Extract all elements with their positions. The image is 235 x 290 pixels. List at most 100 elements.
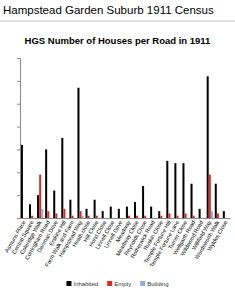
bar (66, 218, 68, 219)
y-tick-mark (17, 195, 20, 196)
y-tick-mark (17, 172, 20, 173)
bar (41, 209, 43, 218)
bar (55, 213, 57, 218)
y-tick (17, 81, 20, 82)
bar (63, 209, 65, 218)
bar (134, 202, 136, 218)
legend-item: Building (140, 281, 168, 287)
bar (154, 218, 156, 219)
bar (160, 216, 162, 218)
legend-swatch (107, 281, 112, 286)
legend-label: Inhabited (73, 281, 98, 287)
bar (112, 218, 114, 219)
heading-rule (0, 21, 235, 22)
page-heading: Hampstead Garden Suburb 1911 Census (3, 4, 214, 16)
series (31, 175, 219, 218)
bar (102, 211, 104, 218)
y-tick (17, 172, 20, 173)
y-tick (17, 58, 20, 59)
bar (211, 211, 213, 218)
series (21, 76, 225, 218)
bar (118, 209, 120, 218)
bar (128, 216, 130, 218)
bar (171, 218, 173, 219)
bar (104, 218, 106, 219)
bar (162, 218, 164, 219)
bars (21, 76, 225, 218)
y-tick-mark (17, 81, 20, 82)
bar (90, 218, 92, 219)
bar (142, 186, 144, 218)
bar (185, 213, 187, 218)
bar (53, 191, 55, 218)
y-tick (17, 127, 20, 128)
bar (80, 211, 82, 218)
bar (150, 207, 152, 218)
bar (215, 184, 217, 218)
bar (61, 138, 63, 218)
bar (98, 218, 100, 219)
legend-label: Building (147, 281, 168, 287)
bar (86, 209, 88, 218)
bar (191, 184, 193, 218)
bar (69, 200, 71, 218)
bar (209, 175, 211, 218)
bar (31, 216, 33, 218)
bar (207, 76, 209, 218)
bar (176, 216, 178, 218)
bar (71, 216, 73, 218)
bar (49, 218, 51, 219)
bar (227, 218, 229, 219)
bar (23, 218, 25, 219)
legend-item: Inhabited (66, 281, 98, 287)
bar (146, 218, 148, 219)
bar (126, 207, 128, 218)
y-tick-mark (17, 218, 20, 219)
bar (25, 218, 27, 219)
y-tick-mark (17, 104, 20, 105)
bar (217, 213, 219, 218)
legend: Inhabited Empty Building (66, 281, 168, 287)
legend-label: Empty (114, 281, 131, 287)
bar (166, 161, 168, 218)
x-tick: Wyldes Close (206, 219, 228, 252)
bar (88, 216, 90, 218)
bar (225, 218, 227, 219)
bar (47, 211, 49, 218)
bar (94, 200, 96, 218)
bar (193, 216, 195, 218)
bar (39, 175, 41, 218)
bar (130, 218, 132, 219)
bar (37, 195, 39, 218)
bar (29, 204, 31, 218)
bar (120, 218, 122, 219)
bar (122, 218, 124, 219)
bar (74, 218, 76, 219)
chart-title: HGS Number of Houses per Road in 1911 (25, 35, 212, 46)
bar (223, 211, 225, 218)
x-axis-line (21, 218, 231, 219)
x-axis: Asmuns PlaceCentral SquareColeridge Walk… (4, 219, 231, 269)
bar (187, 218, 189, 219)
bar (57, 218, 59, 219)
bar (179, 218, 181, 219)
bar (114, 218, 116, 219)
y-tick-mark (17, 149, 20, 150)
bar (168, 213, 170, 218)
bar (136, 216, 138, 218)
y-axis-line (17, 59, 21, 219)
y-tick-mark (17, 58, 20, 59)
legend-swatch (66, 281, 71, 286)
bar (219, 218, 221, 219)
y-tick (17, 104, 20, 105)
chart: Hampstead Garden Suburb 1911 Census HGS N… (0, 0, 235, 290)
plot: Asmuns PlaceCentral SquareColeridge Walk… (4, 59, 231, 269)
bar (82, 216, 84, 218)
x-tick-label: Wyldes Close (206, 219, 228, 252)
bar (33, 218, 35, 219)
bar (110, 207, 112, 218)
bar (144, 216, 146, 218)
y-tick-mark (17, 127, 20, 128)
y-tick (17, 218, 20, 219)
bar (195, 218, 197, 219)
